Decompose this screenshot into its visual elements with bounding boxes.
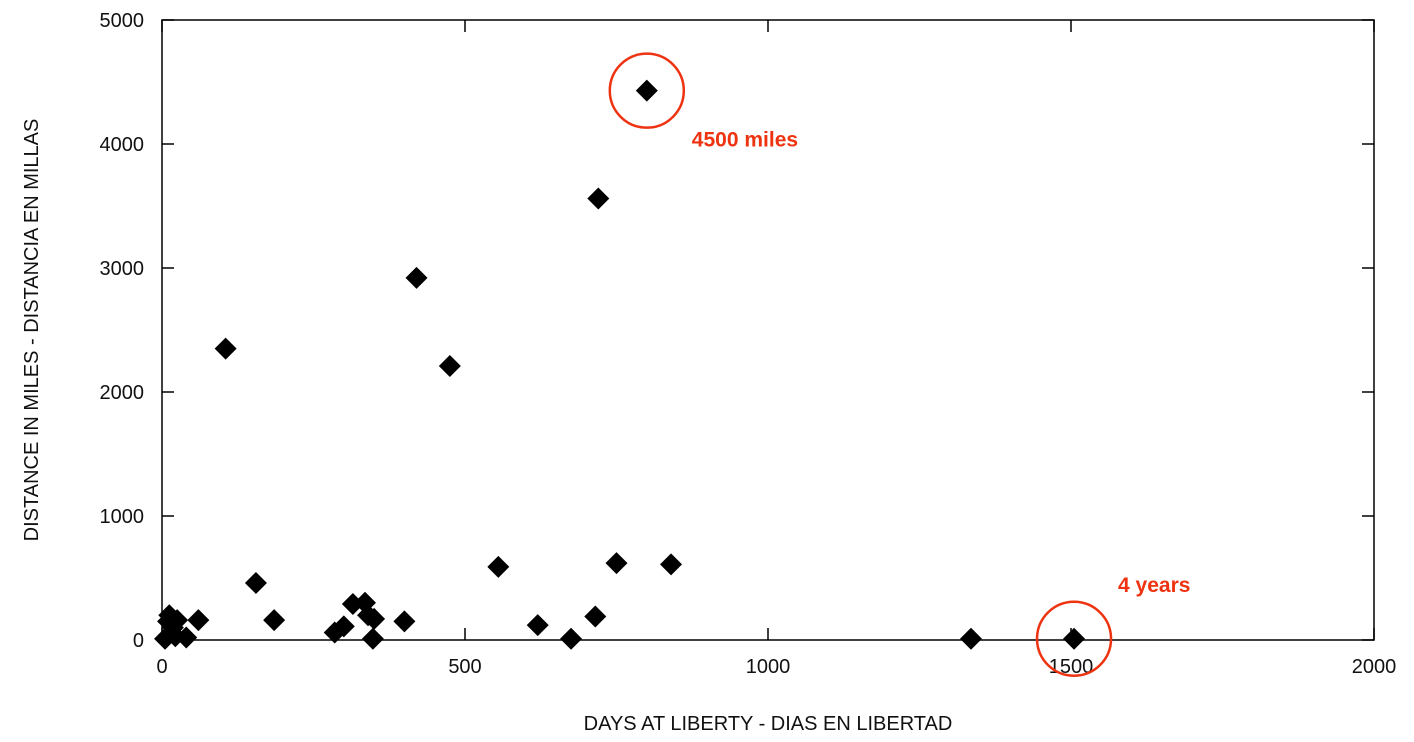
data-point [363,607,386,630]
data-point [660,553,683,576]
y-tick-label: 0 [133,630,144,652]
x-tick-label: 2000 [1352,656,1397,678]
data-point [361,627,384,650]
y-tick-label: 3000 [100,258,145,280]
data-point [1063,627,1086,650]
data-points [154,79,1086,650]
highlight-circle [1035,600,1113,678]
y-tick-label: 1000 [100,506,145,528]
data-point [405,266,428,289]
data-point [587,187,610,210]
data-point [960,627,983,650]
data-point [438,354,461,377]
data-point [332,615,355,638]
data-point [635,79,658,102]
plot-frame [161,19,1375,641]
annotation-label: 4 years [1118,574,1190,597]
data-point [584,605,607,628]
data-point [214,337,237,360]
y-tick-label: 5000 [100,10,145,32]
x-tick-label: 1000 [746,656,791,678]
x-axis-title: DAYS AT LIBERTY - DIAS EN LIBERTAD [584,713,953,735]
y-tick-label: 4000 [100,134,145,156]
annotations: 4500 miles 4 years [608,52,1190,678]
data-point [175,626,198,649]
x-tick-label: 500 [448,656,481,678]
axis-ticks [161,19,1375,641]
data-point [560,627,583,650]
data-point [487,555,510,578]
data-point [526,614,549,637]
data-point [605,552,628,575]
y-tick-label: 2000 [100,382,145,404]
data-point [244,571,267,594]
annotation-label: 4500 miles [692,129,798,152]
x-tick-label: 0 [156,656,167,678]
data-point [393,610,416,633]
data-point [166,609,189,632]
highlight-circle [608,52,686,129]
y-axis-title: DISTANCE IN MILES - DISTANCIA EN MILLAS [21,119,43,542]
data-point [187,609,210,632]
data-point [263,609,286,632]
